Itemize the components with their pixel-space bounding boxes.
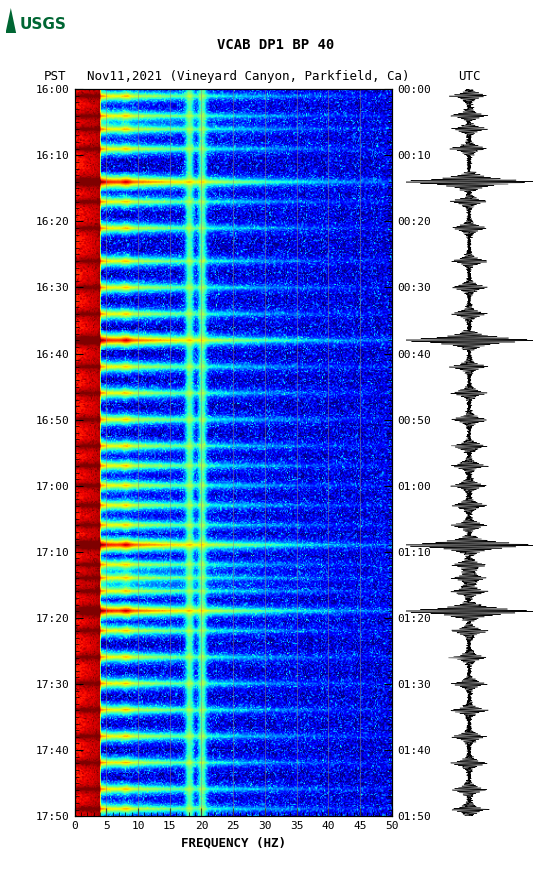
Polygon shape bbox=[6, 8, 16, 33]
Text: VCAB DP1 BP 40: VCAB DP1 BP 40 bbox=[217, 38, 335, 52]
Text: Nov11,2021 (Vineyard Canyon, Parkfield, Ca): Nov11,2021 (Vineyard Canyon, Parkfield, … bbox=[87, 70, 410, 83]
X-axis label: FREQUENCY (HZ): FREQUENCY (HZ) bbox=[181, 837, 286, 849]
Text: PST: PST bbox=[44, 70, 67, 83]
Text: UTC: UTC bbox=[458, 70, 481, 83]
Text: USGS: USGS bbox=[20, 17, 67, 31]
